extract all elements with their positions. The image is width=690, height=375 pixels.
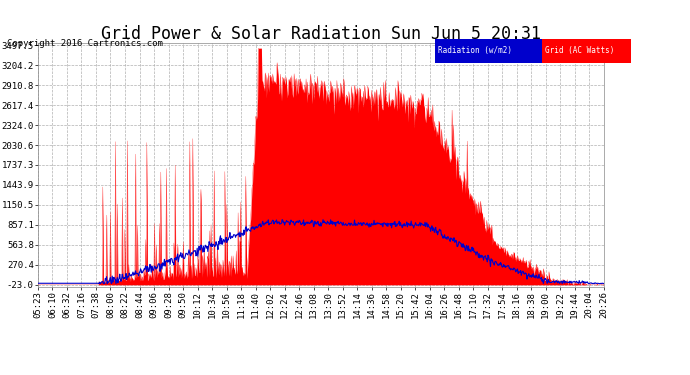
- Text: Radiation (w/m2): Radiation (w/m2): [438, 46, 512, 56]
- Text: Grid (AC Watts): Grid (AC Watts): [545, 46, 615, 56]
- Title: Grid Power & Solar Radiation Sun Jun 5 20:31: Grid Power & Solar Radiation Sun Jun 5 2…: [101, 25, 541, 43]
- Text: Copyright 2016 Cartronics.com: Copyright 2016 Cartronics.com: [7, 39, 163, 48]
